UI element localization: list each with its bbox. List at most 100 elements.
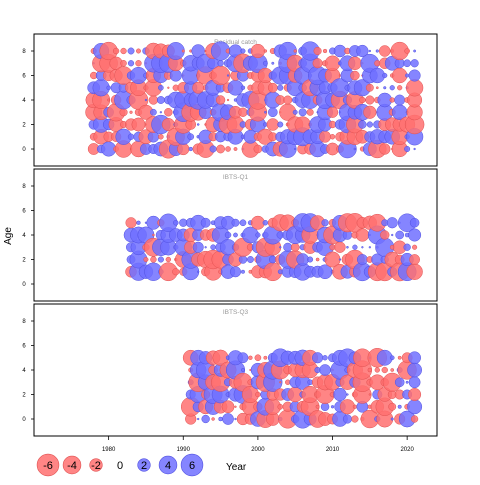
bubble-negative — [263, 49, 268, 53]
bubble-negative — [164, 108, 173, 117]
bubble-positive — [353, 147, 357, 151]
bubble-positive — [382, 72, 388, 79]
bubble-positive — [356, 254, 368, 265]
bubble-positive — [358, 120, 367, 129]
bubble-negative — [290, 242, 300, 252]
bubble-negative — [412, 244, 418, 250]
bubble-negative — [312, 58, 323, 69]
bubble-negative — [339, 399, 356, 415]
bubble-negative — [408, 388, 422, 401]
legend-label: 0 — [117, 460, 123, 472]
bubble-positive — [342, 414, 353, 424]
bubble-negative — [368, 393, 371, 396]
bubble-negative — [391, 67, 408, 84]
bubble-positive — [307, 256, 314, 263]
bubble-negative — [211, 417, 215, 421]
bubble-negative — [238, 107, 248, 117]
bubble-positive — [224, 231, 232, 239]
legend-label: -6 — [43, 460, 53, 472]
bubble-positive — [231, 218, 240, 227]
y-tick-label: 8 — [22, 319, 26, 325]
bubble-positive — [159, 111, 163, 114]
bubble-negative — [378, 45, 391, 57]
bubble-positive — [407, 399, 423, 415]
bubble-positive — [127, 133, 135, 140]
bubble-positive — [368, 246, 371, 249]
bubble-positive — [333, 44, 347, 58]
bubble-negative — [410, 415, 419, 423]
bubble-negative — [277, 403, 284, 410]
bubble-positive — [106, 85, 111, 90]
y-tick-label: 2 — [22, 393, 26, 399]
y-tick-label: 0 — [22, 282, 26, 288]
y-tick-label: 4 — [22, 233, 26, 239]
legend: -6 -4 -2 0 2 4 6 — [36, 453, 204, 477]
y-tick-label: 4 — [22, 98, 26, 104]
bubble-negative — [107, 98, 111, 102]
bubble-positive — [240, 48, 246, 54]
bubble-positive — [279, 246, 282, 249]
bubble-positive — [241, 368, 245, 372]
bubble-positive — [192, 241, 204, 253]
bubble-negative — [324, 55, 341, 71]
bubble-positive — [408, 69, 421, 82]
bubble-negative — [267, 82, 278, 93]
bubble-positive — [294, 147, 297, 151]
bubble-negative — [390, 368, 395, 372]
bubble-negative — [389, 97, 395, 103]
bubble-negative — [135, 60, 142, 67]
bubble-negative — [367, 367, 373, 373]
bubble-negative — [172, 268, 180, 276]
bubble-negative — [375, 86, 379, 90]
bubble-positive — [322, 355, 328, 361]
bubble-negative — [397, 85, 403, 91]
bubble-negative — [359, 96, 366, 104]
x-tick-label: 2020 — [400, 447, 414, 453]
y-tick-label: 0 — [22, 417, 26, 423]
bubble-negative — [350, 70, 360, 81]
bubble-negative — [279, 381, 282, 384]
bubble-positive — [405, 380, 409, 384]
bubble-positive — [298, 108, 307, 117]
bubble-positive — [389, 355, 395, 361]
bubble-positive — [333, 387, 347, 402]
bubble-positive — [173, 219, 179, 226]
panel-title: IBTS-Q1 — [223, 174, 249, 181]
bubble-negative — [334, 241, 346, 253]
bubble-negative — [326, 106, 339, 118]
y-tick-label: 6 — [22, 74, 26, 80]
bubble-positive — [383, 86, 387, 90]
bubble-positive — [319, 364, 331, 376]
legend-label: 6 — [189, 460, 195, 472]
bubble-positive — [346, 245, 349, 249]
bubble-negative — [319, 130, 331, 143]
bubble-positive — [268, 107, 278, 118]
legend-bubble-negative — [62, 455, 82, 475]
y-tick-label: 2 — [22, 123, 26, 129]
legend-bubble-positive — [137, 458, 151, 472]
bubble-negative — [216, 144, 225, 154]
bubble-positive — [262, 60, 268, 66]
x-tick-label: 1990 — [177, 447, 191, 453]
bubble-negative — [397, 355, 402, 360]
bubble-positive — [361, 246, 364, 249]
y-tick-label: 8 — [22, 49, 26, 55]
bubble-positive — [277, 121, 284, 128]
bubble-positive — [404, 145, 411, 153]
bubble-positive — [150, 108, 157, 116]
bubble-positive — [196, 123, 200, 126]
bubble-negative — [329, 134, 336, 140]
bubble-positive — [408, 228, 422, 242]
legend-bubble-positive — [158, 455, 178, 475]
bubble-positive — [338, 258, 342, 261]
bubble-negative — [388, 402, 397, 411]
bubble-positive — [321, 219, 329, 227]
x-tick-label: 2000 — [251, 447, 265, 453]
y-tick-label: 8 — [22, 184, 26, 190]
bubble-positive — [229, 266, 242, 278]
bubble-negative — [165, 256, 172, 263]
bubble-positive — [352, 244, 358, 250]
bubble-positive — [368, 49, 372, 53]
bubble-negative — [158, 133, 164, 140]
